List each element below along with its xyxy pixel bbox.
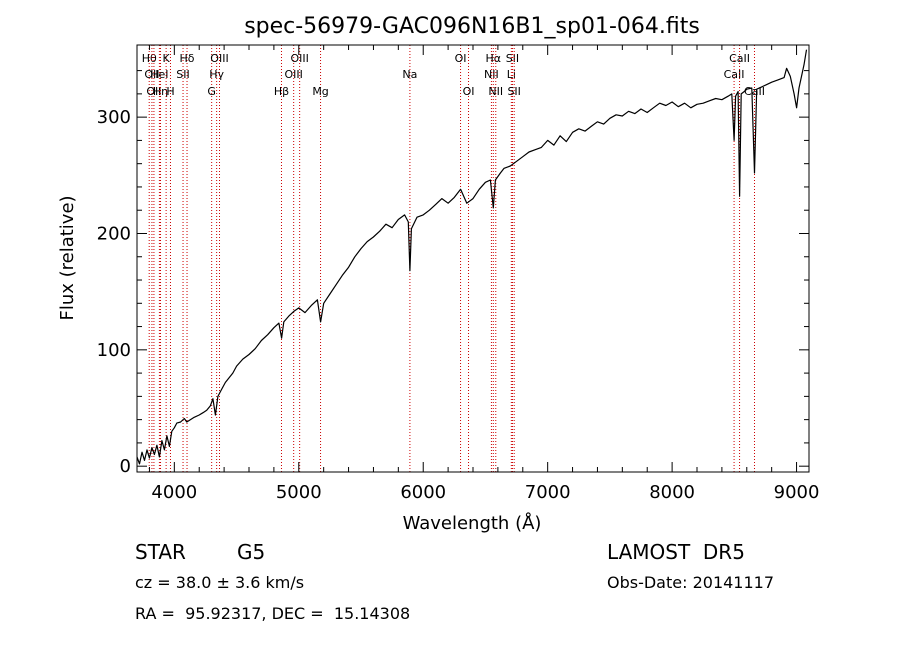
- x-tick-label: 6000: [400, 482, 446, 503]
- chart-title: spec-56979-GAC096N16B1_sp01-064.fits: [244, 14, 700, 39]
- spectral-line-label: Hδ: [180, 52, 195, 65]
- spectral-line-label: NII: [488, 85, 503, 98]
- spectral-line-label: Mg: [312, 85, 328, 98]
- spectral-line-label: OI: [455, 52, 467, 65]
- spectral-line-label: NII: [484, 68, 499, 81]
- spectrum-line: [136, 49, 808, 465]
- spectral-line-label: H: [166, 85, 174, 98]
- y-tick-label: 200: [97, 223, 131, 244]
- spectral-line-label: CaII: [724, 68, 745, 81]
- spectral-line-label: OII: [146, 85, 161, 98]
- x-tick-label: 7000: [525, 482, 571, 503]
- spectral-line-label: OI: [463, 85, 475, 98]
- y-axis-label: Flux (relative): [57, 195, 78, 320]
- redshift-value: cz = 38.0 ± 3.6 km/s: [135, 573, 305, 592]
- spectral-lines-layer: HθOIIOIIHηHeIKHSIIHδGHγOIIIHβOIIIOIIIMgN…: [142, 45, 765, 472]
- coordinates: RA = 95.92317, DEC = 15.14308: [135, 604, 411, 623]
- observation-date: Obs-Date: 20141117: [607, 573, 775, 592]
- spectrum-series-layer: [136, 49, 808, 465]
- spectral-line-label: SII: [506, 52, 519, 65]
- spectral-line-label: Na: [402, 68, 417, 81]
- spectral-line-label: HeI: [150, 68, 168, 81]
- spectral-line-label: OII: [144, 68, 159, 81]
- spectral-line-label: Li: [507, 68, 516, 81]
- x-tick-label: 8000: [649, 482, 695, 503]
- plot-frame: [136, 44, 810, 473]
- y-tick-label: 100: [97, 340, 131, 361]
- axes-ticks-layer: 4000 5000 6000 7000 8000 9000 0 100 200 300: [97, 45, 820, 503]
- spectral-line-label: OIII: [284, 68, 302, 81]
- data-release: LAMOST DR5: [607, 540, 745, 564]
- spectral-line-label: OIII: [290, 52, 308, 65]
- spectral-line-label: CaII: [729, 52, 750, 65]
- object-class: STAR: [135, 540, 186, 564]
- spectral-line-label: Hη: [153, 85, 168, 98]
- object-subclass: G5: [237, 540, 266, 564]
- y-tick-label: 300: [97, 107, 131, 128]
- x-tick-label: 4000: [151, 482, 197, 503]
- spectral-line-label: K: [163, 52, 171, 65]
- spectral-line-label: Hβ: [274, 85, 289, 98]
- x-axis-label: Wavelength (Å): [403, 512, 542, 534]
- spectral-line-label: Hα: [486, 52, 502, 65]
- spectral-line-label: Hγ: [209, 68, 224, 81]
- x-tick-label: 5000: [276, 482, 322, 503]
- spectral-line-label: Hθ: [142, 52, 157, 65]
- x-tick-label: 9000: [774, 482, 820, 503]
- y-tick-label: 0: [120, 456, 131, 477]
- spectral-line-label: OIII: [210, 52, 228, 65]
- spectral-line-label: SII: [176, 68, 189, 81]
- spectral-line-label: G: [207, 85, 216, 98]
- spectral-line-label: SII: [507, 85, 520, 98]
